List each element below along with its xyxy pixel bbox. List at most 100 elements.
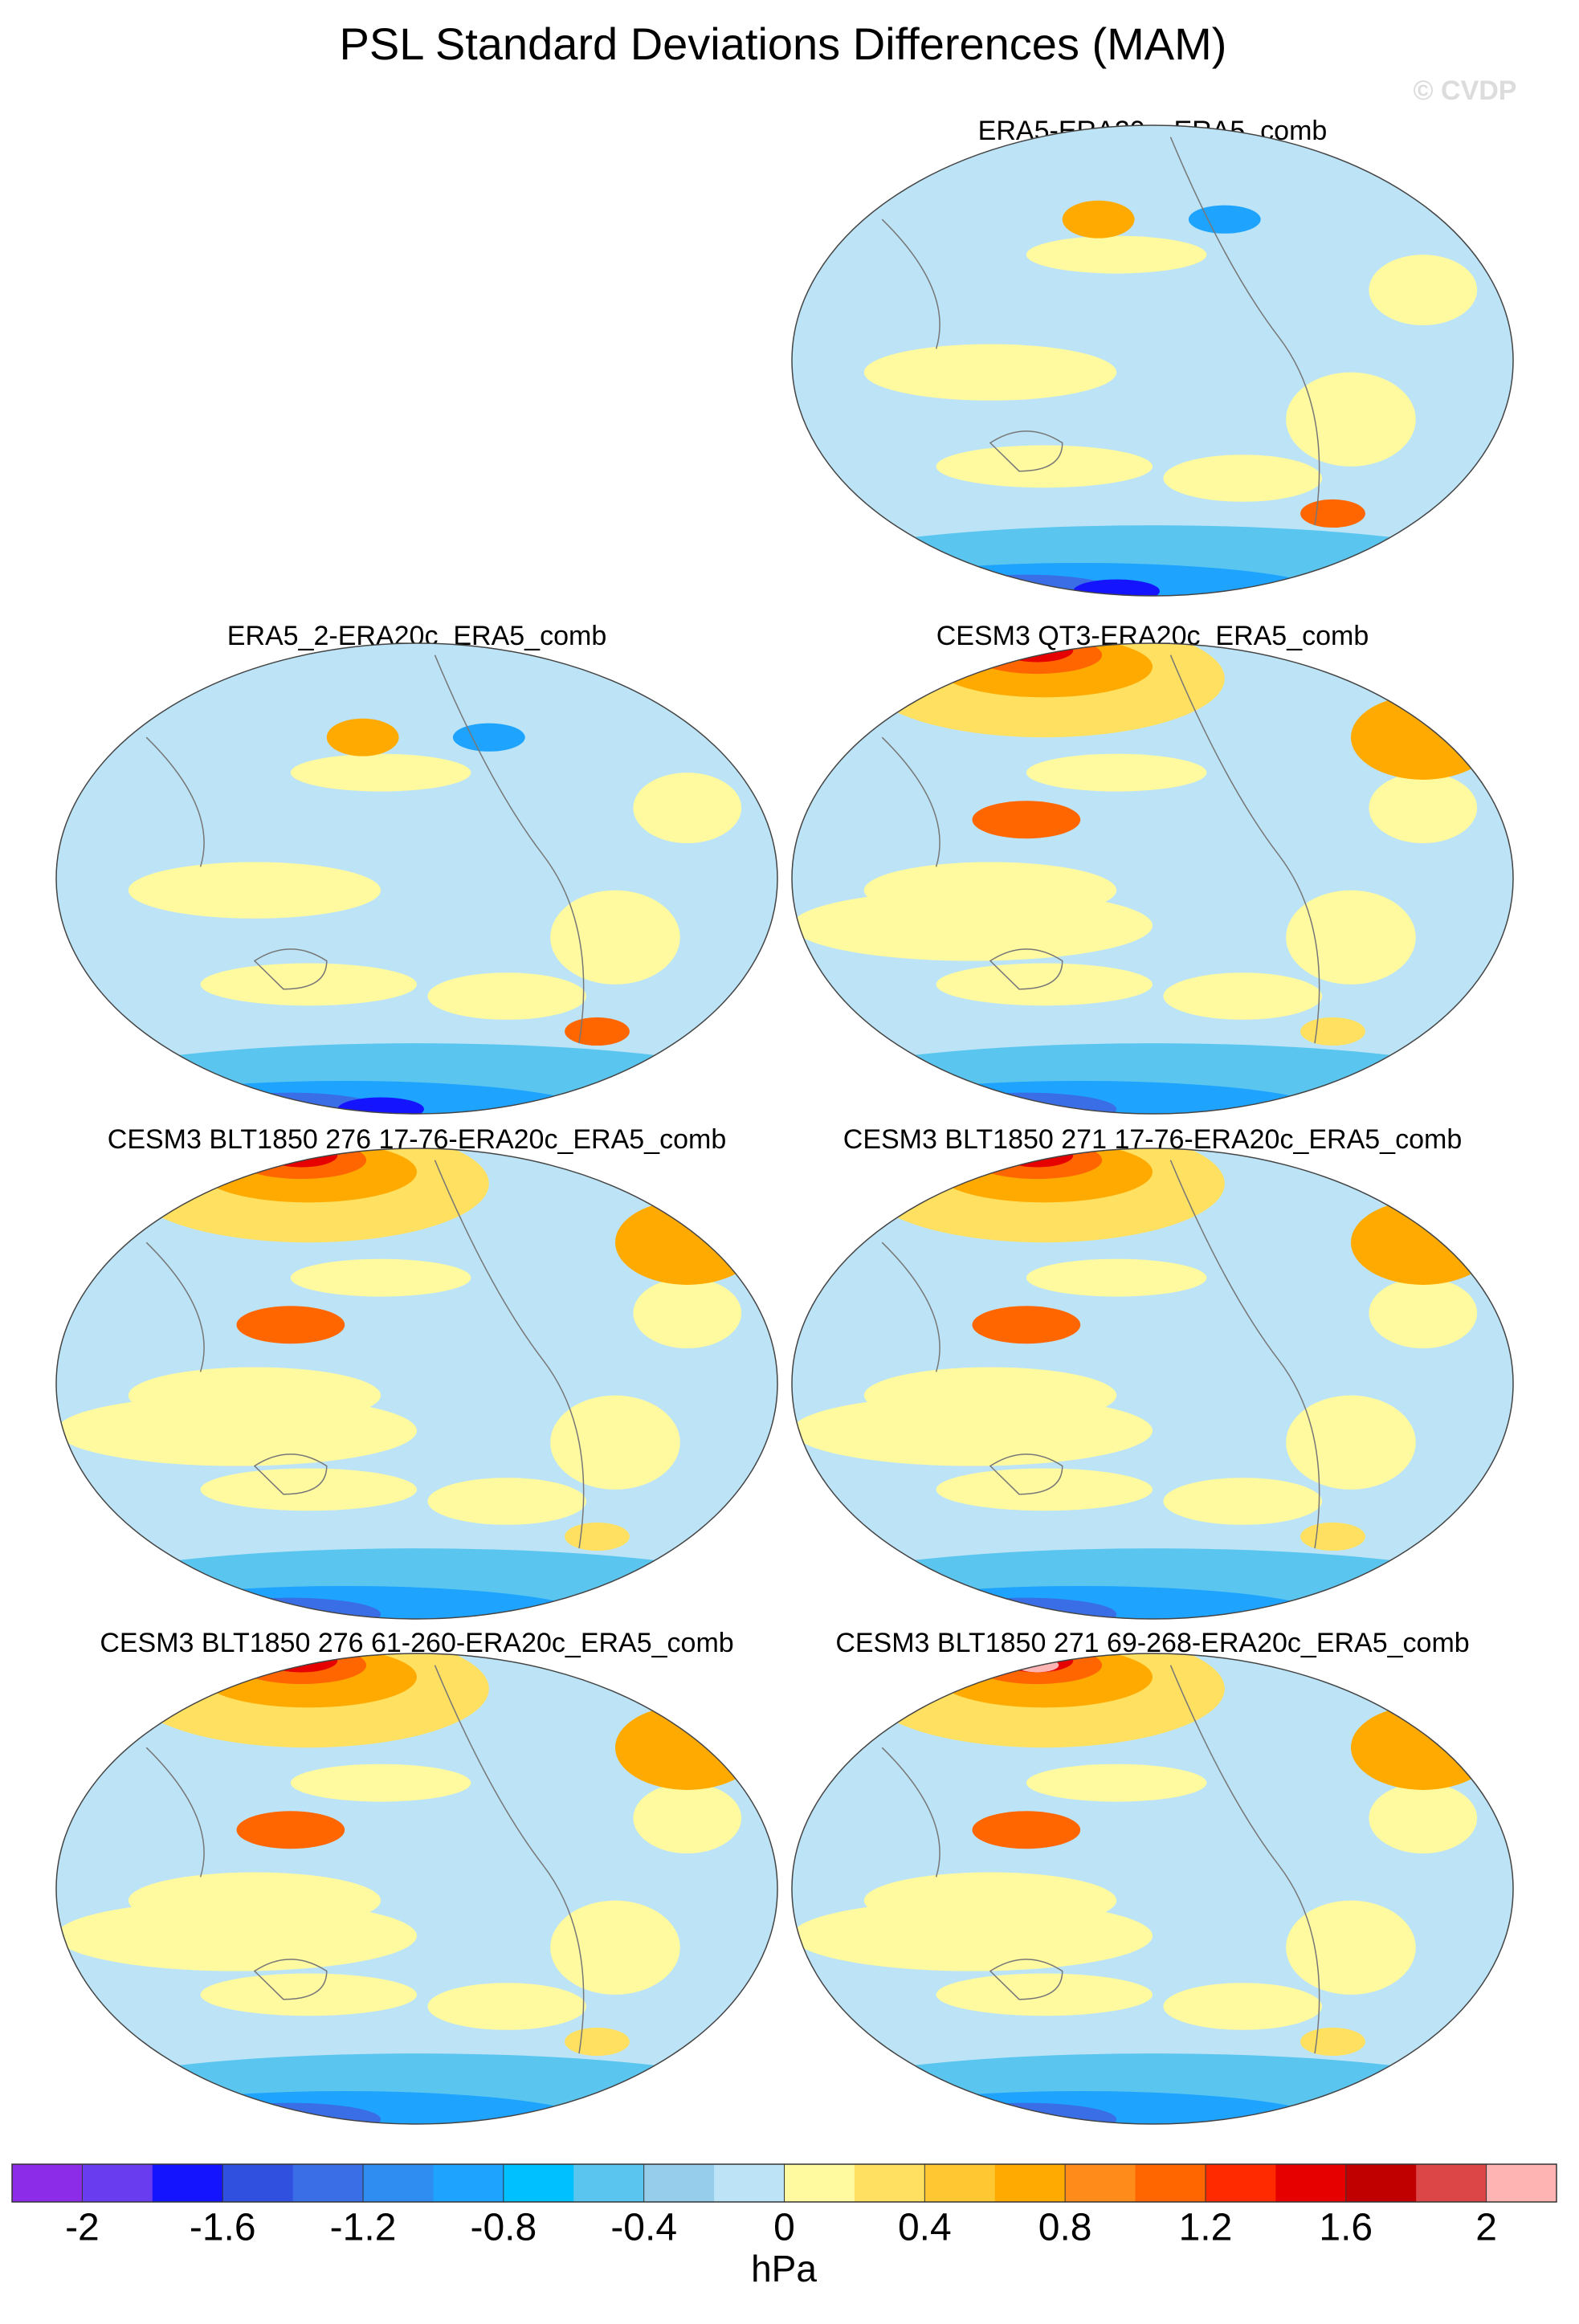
coastline	[1169, 1160, 1320, 1549]
colorbar-segment	[1416, 2164, 1487, 2202]
map-panel	[792, 125, 1513, 596]
colorbar-tick-label: 2	[1475, 2207, 1497, 2249]
map-shading	[565, 2027, 630, 2057]
map-shading	[337, 1097, 424, 1114]
map-border	[55, 1148, 778, 1620]
map-shading	[1300, 499, 1365, 528]
map-shading	[1300, 1017, 1365, 1046]
colorbar-segment	[573, 2164, 645, 2202]
colorbar-segment	[1205, 2164, 1276, 2202]
map-shading	[1300, 1522, 1365, 1551]
colorbar-tick-label: 0.8	[1038, 2207, 1092, 2249]
map-shading	[200, 963, 418, 1006]
map-border	[791, 1148, 1514, 1620]
map-shading	[936, 1973, 1153, 2016]
coastline	[1169, 1665, 1320, 2054]
map-shading	[972, 1811, 1081, 1849]
colorbar-segment	[714, 2164, 785, 2202]
map-shading	[236, 1306, 345, 1344]
map-shading	[1163, 1478, 1323, 1525]
map-shading	[1026, 753, 1207, 792]
map-shading	[200, 1973, 418, 2016]
coastline	[1169, 137, 1320, 526]
coastline	[1169, 654, 1320, 1044]
map-shading	[792, 1395, 1153, 1466]
map-shading	[614, 1705, 760, 1790]
colorbar-segment	[1135, 2164, 1206, 2202]
colorbar-segment	[12, 2164, 83, 2202]
colorbar-segment	[82, 2164, 153, 2202]
map-shading	[1369, 773, 1478, 844]
map-shading	[1163, 455, 1323, 502]
map-shading	[633, 1783, 742, 1854]
map-shading	[200, 1597, 381, 1619]
map-shading	[1073, 579, 1160, 596]
map-panel	[56, 1653, 777, 2124]
colorbar-segment	[152, 2164, 223, 2202]
map-shading	[1300, 2027, 1365, 2057]
map-shading	[56, 1395, 417, 1466]
map-shading	[827, 562, 1333, 596]
coastline	[881, 1747, 1063, 2000]
colorbar-tick-label: -0.4	[610, 2207, 677, 2249]
map-shading	[1026, 1258, 1207, 1297]
map-panel	[792, 1148, 1513, 1619]
map-shading	[452, 723, 525, 752]
map-border	[55, 642, 778, 1115]
colorbar-segment	[1275, 2164, 1347, 2202]
map-shading	[614, 1200, 760, 1285]
map-shading	[1163, 972, 1323, 1020]
map-shading	[827, 2090, 1333, 2124]
colorbar-segment	[784, 2164, 855, 2202]
map-shading	[565, 1522, 630, 1551]
map-shading	[1350, 1705, 1495, 1790]
map-shading	[633, 1278, 742, 1349]
map-shading	[936, 1092, 1117, 1114]
map-shading	[936, 963, 1153, 1006]
coastline	[145, 736, 328, 990]
map-shading	[128, 862, 381, 919]
map-shading	[1350, 695, 1495, 780]
map-shading	[633, 773, 742, 844]
map-shading	[936, 2102, 1117, 2124]
map-shading	[427, 972, 587, 1020]
map-shading	[792, 1900, 1153, 1971]
map-shading	[936, 1468, 1153, 1511]
map-shading	[936, 1597, 1117, 1619]
figure-title: PSL Standard Deviations Differences (MAM…	[340, 18, 1227, 69]
map-shading	[290, 1763, 471, 1802]
colorbar-tick-label: 1.2	[1179, 2207, 1233, 2249]
colorbar-segment	[1486, 2164, 1557, 2202]
map-shading	[1350, 1200, 1495, 1285]
colorbar-tick-label: -1.2	[330, 2207, 397, 2249]
map-shading	[200, 1468, 418, 1511]
map-shading	[236, 1811, 345, 1849]
map-shading	[1369, 1783, 1478, 1854]
colorbar-segment	[924, 2164, 996, 2202]
colorbar-segment	[503, 2164, 574, 2202]
map-shading	[1062, 200, 1135, 239]
map-shading	[200, 2102, 381, 2124]
colorbar-segment	[433, 2164, 504, 2202]
colorbar-segment	[994, 2164, 1066, 2202]
colorbar-segment	[222, 2164, 294, 2202]
map-shading	[863, 344, 1117, 401]
map-shading	[427, 1478, 587, 1525]
map-shading	[290, 1258, 471, 1297]
colorbar-tick-label: -2	[65, 2207, 100, 2249]
coastline	[434, 1160, 585, 1549]
map-shading	[92, 2090, 598, 2124]
map-shading	[972, 1306, 1081, 1344]
map-shading	[427, 1983, 587, 2030]
map-border	[791, 124, 1514, 597]
colorbar-border	[11, 2163, 1557, 2203]
colorbar-tick-label: -0.8	[471, 2207, 537, 2249]
colorbar-tick-label: 0	[773, 2207, 795, 2249]
map-shading	[290, 753, 471, 792]
map-shading	[56, 1900, 417, 1971]
colorbar-tick-label: 0.4	[898, 2207, 952, 2249]
map-panel	[56, 1148, 777, 1619]
coastline	[881, 1242, 1063, 1495]
map-border	[55, 1653, 778, 2125]
